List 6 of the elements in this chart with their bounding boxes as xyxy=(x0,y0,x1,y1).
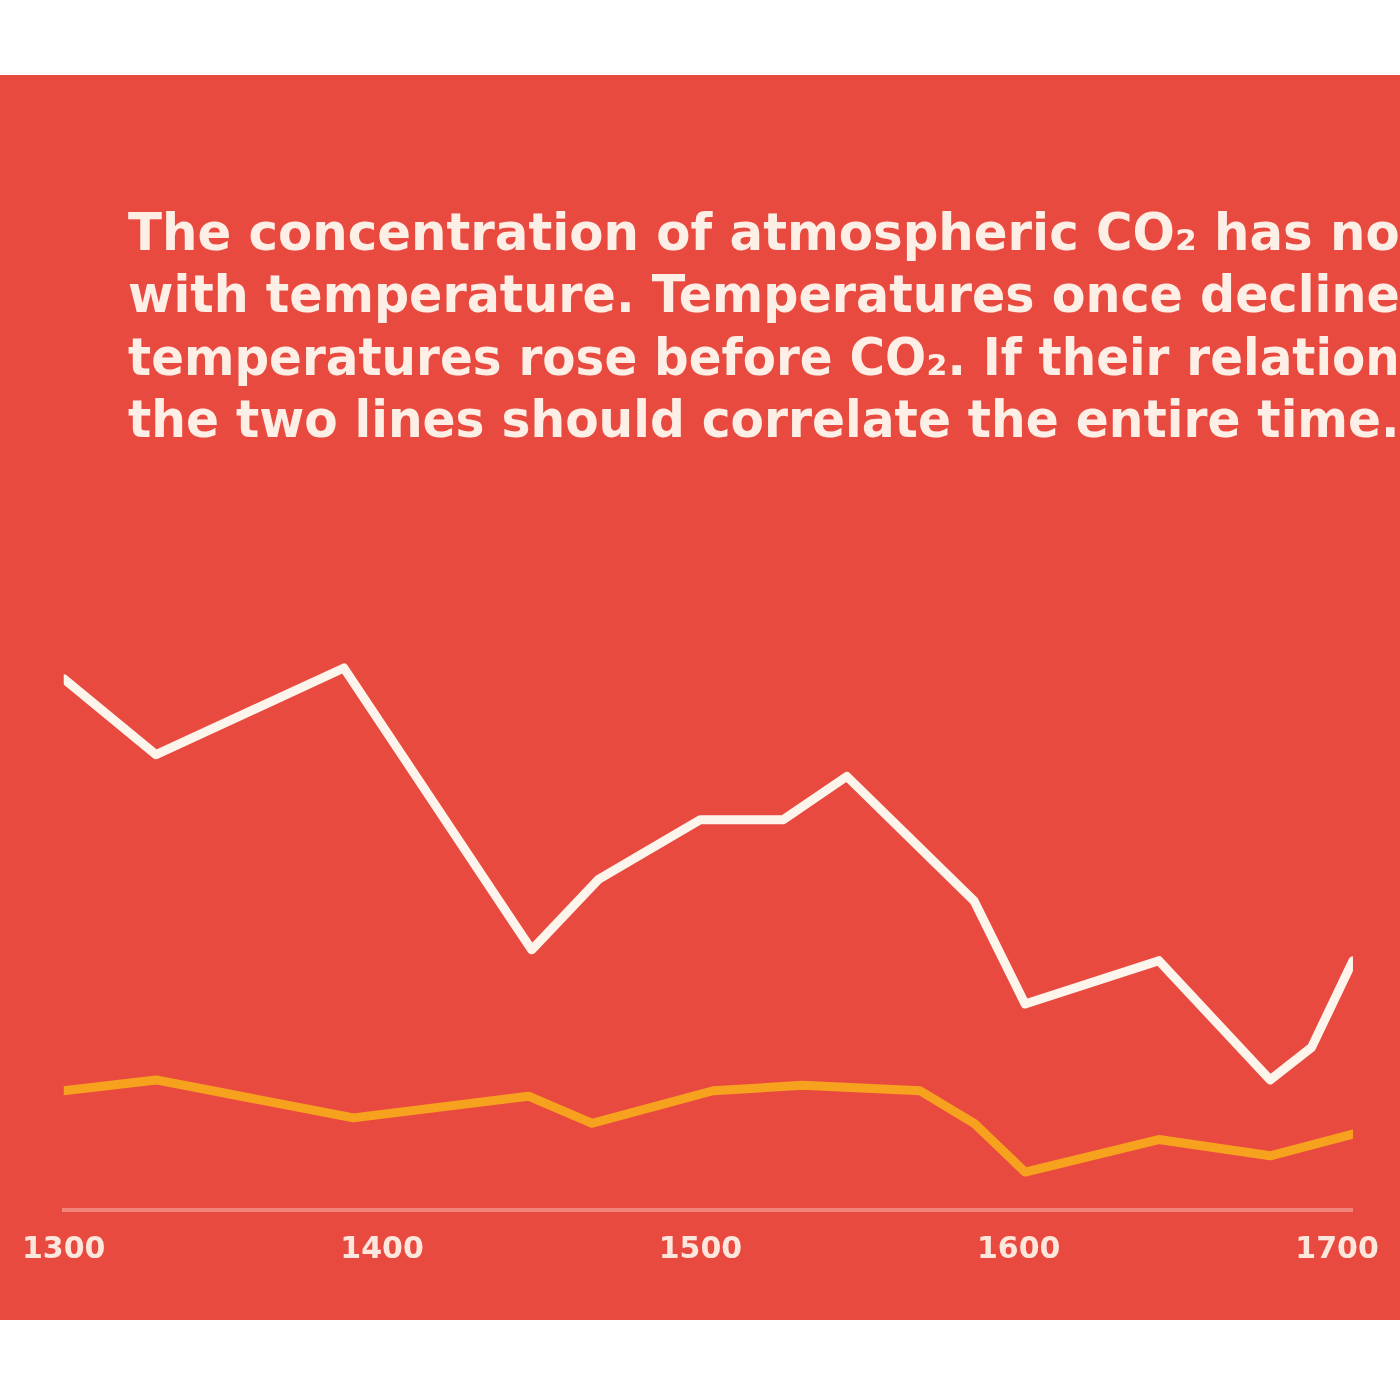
x-tick-label: 1400 xyxy=(340,1229,424,1265)
x-tick-label: 1500 xyxy=(658,1229,743,1265)
chart-title: The concentration of atmospheric CO₂ has no with temperature. Temperatures once decline temperatures rose before CO₂. If their relation the two lines should correlate the entire time. xyxy=(128,201,1400,450)
x-tick-label: 1300 xyxy=(22,1229,106,1265)
x-tick-label: 1700 xyxy=(1295,1229,1379,1265)
x-tick-label: 1600 xyxy=(976,1229,1061,1265)
